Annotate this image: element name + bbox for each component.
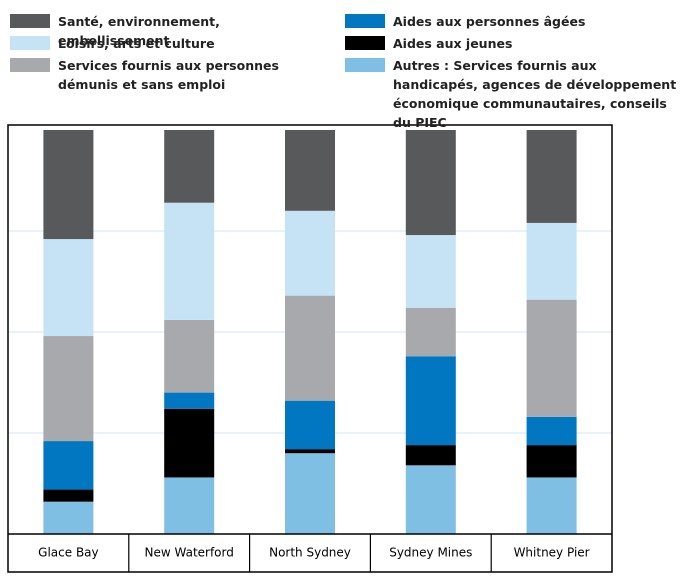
bar-segment [526,299,577,417]
bar-segment [43,336,94,442]
bar-segment [285,449,335,454]
bar-segment [164,408,215,478]
bar-segment [164,319,215,393]
bar-segment [526,222,577,300]
bar-segment [285,400,335,450]
frame [7,124,613,573]
legend-swatch [10,36,50,50]
x-tick-label: Whitney Pier [514,546,590,560]
legend-label: Autres : Services fournis aux handicapés… [393,58,677,130]
bar-segment [43,239,94,337]
bar-segment [43,489,94,502]
legend-item: Autres : Services fournis aux handicapés… [345,56,682,132]
bar-segment [43,130,94,240]
x-tick-label: North Sydney [269,546,351,560]
x-tick-label: Sydney Mines [389,546,472,560]
legend-label: Aides aux personnes âgées [393,14,586,29]
legend-swatch [345,14,385,28]
bar-segment [405,130,456,236]
bar-segment [526,477,577,534]
bar-segment [526,130,577,223]
bar-segment [43,501,94,534]
legend-label: Loisirs, arts et culture [58,36,215,51]
bar-segment [526,445,577,478]
legend-swatch [10,14,50,28]
legend-item: Services fournis aux personnes démunis e… [10,56,318,94]
x-tick-label: Glace Bay [38,546,98,560]
legend-item: Aides aux personnes âgées [345,12,682,31]
bar-segment [405,465,456,534]
legend-swatch [345,36,385,50]
legend-swatch [10,58,50,72]
bar-segment [405,307,456,357]
bar-segment [164,477,215,534]
legend-swatch [345,58,385,72]
legend-label: Aides aux jeunes [393,36,513,51]
legend-label: Services fournis aux personnes démunis e… [58,58,279,92]
legend-item: Santé, environnement, embellissement [10,12,318,50]
bar-segment [164,202,215,320]
legend-item: Loisirs, arts et culture [10,34,318,53]
legend-label: Santé, environnement, embellissement [58,14,220,48]
x-tick-label: New Waterford [145,546,234,560]
bar-segment [405,235,456,308]
bar-segment [285,210,335,296]
legend-item: Aides aux jeunes [345,34,682,53]
bar-segment [285,295,335,401]
bar-segment [405,356,456,446]
bar-segment [285,130,335,211]
bar-segment [164,130,215,203]
bar-segment [285,453,335,534]
bar-segment [164,392,215,409]
bar-segment [43,441,94,490]
bar-segment [526,416,577,446]
bar-segment [405,445,456,466]
